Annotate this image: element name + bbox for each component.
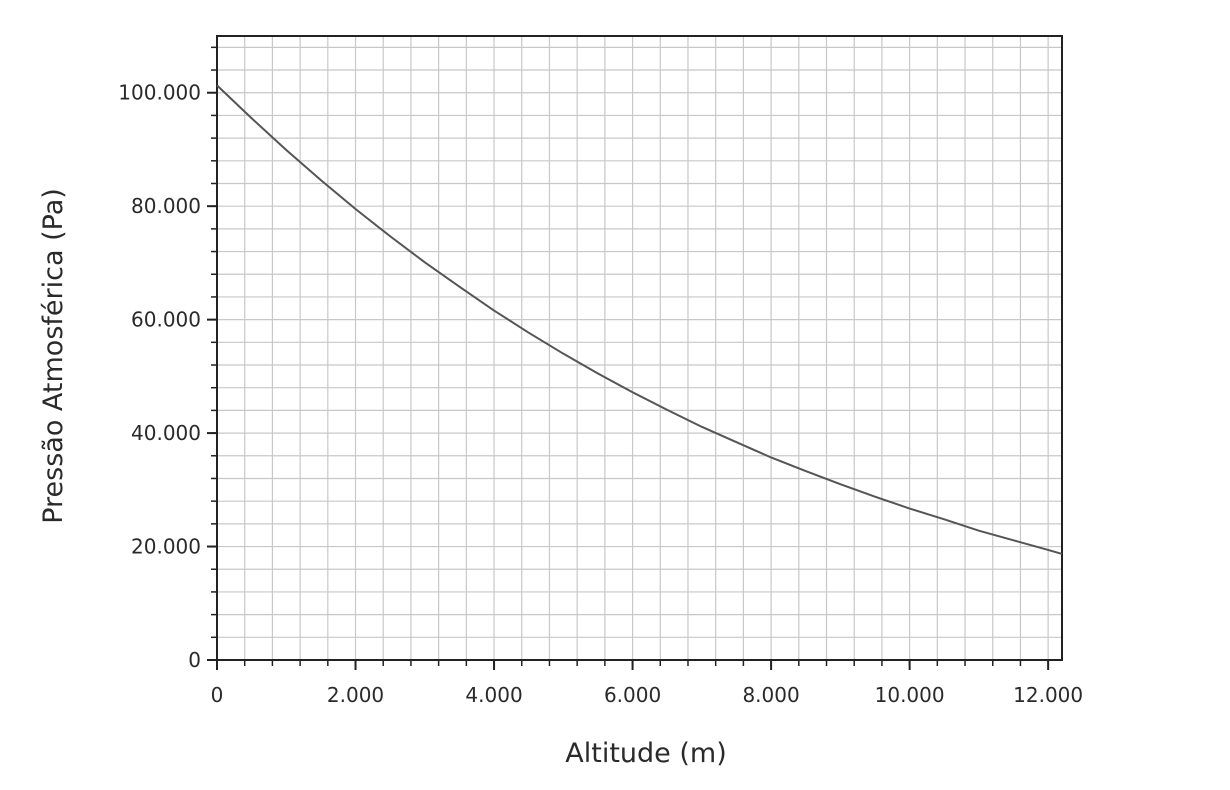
y-tick-label: 60.000	[131, 308, 201, 332]
x-tick-label: 8.000	[742, 683, 799, 707]
x-tick-label: 0	[211, 683, 224, 707]
series-line	[216, 84, 1063, 555]
y-tick-label: 80.000	[131, 194, 201, 218]
y-tick-label: 100.000	[118, 81, 201, 105]
y-tick-label: 20.000	[131, 535, 201, 559]
y-tick-label: 40.000	[131, 421, 201, 445]
x-axis-label: Altitude (m)	[565, 738, 726, 769]
x-tick-label: 4.000	[465, 683, 522, 707]
grid	[216, 36, 1062, 661]
x-tick-label: 2.000	[327, 683, 384, 707]
axes: 0 2.000 4.000 6.000 8.000 10.000 12.000 0 20.000…	[118, 35, 1083, 707]
data-series	[216, 84, 1063, 555]
y-tick-label: 0	[188, 648, 201, 672]
x-tick-label: 10.000	[875, 683, 945, 707]
x-tick-label: 6.000	[604, 683, 661, 707]
labels: Altitude (m) Pressão Atmosférica (Pa)	[38, 188, 727, 769]
y-axis-label: Pressão Atmosférica (Pa)	[38, 188, 69, 524]
plot-frame	[216, 35, 1063, 661]
x-tick-label: 12.000	[1013, 683, 1083, 707]
